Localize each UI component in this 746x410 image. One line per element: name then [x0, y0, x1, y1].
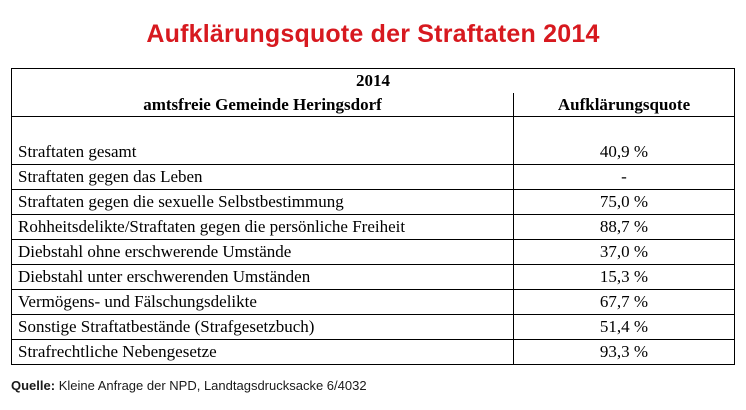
column-header-clearance-rate: Aufklärungsquote	[513, 93, 735, 117]
table-row: Straftaten gegen die sexuelle Selbstbest…	[11, 189, 735, 215]
row-value: 15,3 %	[513, 264, 735, 290]
table-row: Sonstige Straftatbestände (Strafgesetzbu…	[11, 314, 735, 340]
clearance-rate-table: 2014 amtsfreie Gemeinde Heringsdorf Aufk…	[11, 68, 735, 365]
table-row: Vermögens- und Fälschungsdelikte 67,7 %	[11, 289, 735, 315]
year-header: 2014	[11, 68, 735, 93]
row-label: Strafrechtliche Nebengesetze	[11, 339, 514, 365]
row-label: Straftaten gegen die sexuelle Selbstbest…	[11, 189, 514, 215]
row-value: 51,4 %	[513, 314, 735, 340]
source-text: Kleine Anfrage der NPD, Landtagsdrucksac…	[58, 378, 367, 393]
row-value: 88,7 %	[513, 214, 735, 240]
table-row: Straftaten gesamt 40,9 %	[11, 116, 735, 165]
table-body: Straftaten gesamt 40,9 % Straftaten gegen …	[11, 116, 735, 365]
table-row: Rohheitsdelikte/Straftaten gegen die per…	[11, 214, 735, 240]
table-row: Strafrechtliche Nebengesetze 93,3 %	[11, 339, 735, 365]
row-label: Rohheitsdelikte/Straftaten gegen die per…	[11, 214, 514, 240]
row-label: Sonstige Straftatbestände (Strafgesetzbu…	[11, 314, 514, 340]
source-label: Quelle:	[11, 378, 56, 393]
row-value: 67,7 %	[513, 289, 735, 315]
row-label: Diebstahl ohne erschwerende Umstände	[11, 239, 514, 265]
row-label: Straftaten gegen das Leben	[11, 164, 514, 190]
table-row: Diebstahl ohne erschwerende Umstände 37,0…	[11, 239, 735, 265]
table-row: Straftaten gegen das Leben -	[11, 164, 735, 190]
row-label: Vermögens- und Fälschungsdelikte	[11, 289, 514, 315]
row-value: -	[513, 164, 735, 190]
row-value: 37,0 %	[513, 239, 735, 265]
table-row: Diebstahl unter erschwerenden Umständen 1…	[11, 264, 735, 290]
source-note: Quelle: Kleine Anfrage der NPD, Landtags…	[11, 378, 367, 393]
row-value: 93,3 %	[513, 339, 735, 365]
row-value: 40,9 %	[513, 116, 735, 165]
chart-title: Aufklärungsquote der Straftaten 2014	[146, 20, 600, 48]
row-label: Diebstahl unter erschwerenden Umständen	[11, 264, 514, 290]
column-header-municipality: amtsfreie Gemeinde Heringsdorf	[11, 93, 514, 117]
row-label: Straftaten gesamt	[11, 116, 514, 165]
row-value: 75,0 %	[513, 189, 735, 215]
